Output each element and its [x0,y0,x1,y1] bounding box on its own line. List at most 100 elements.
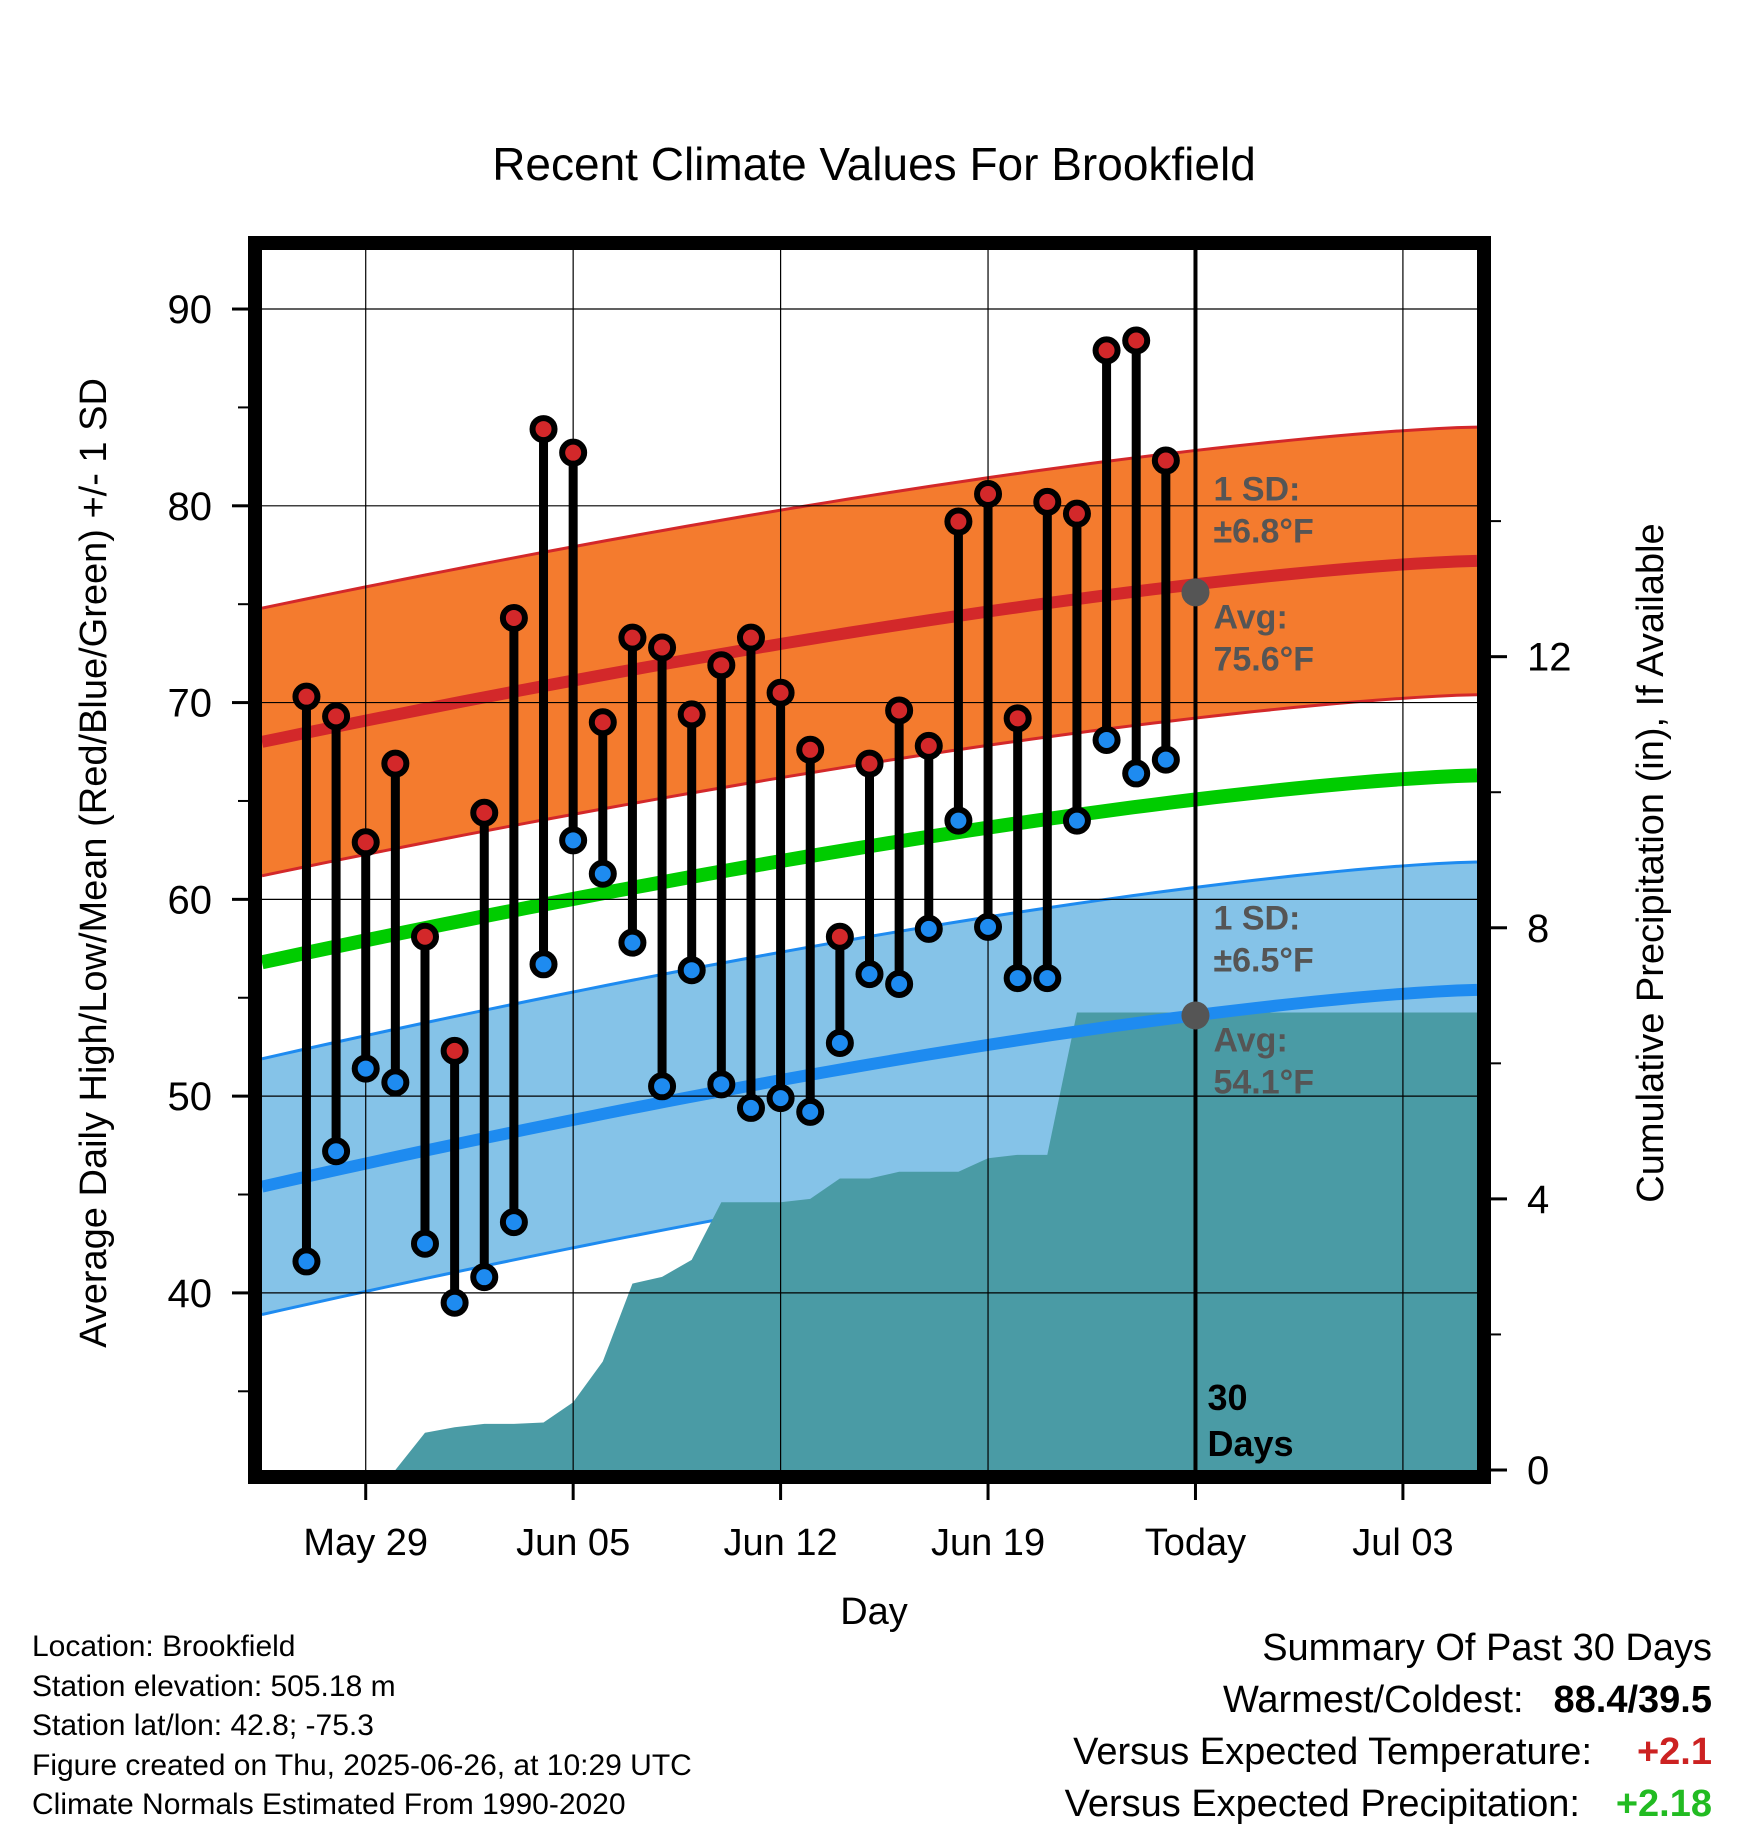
daily-high-marker [559,438,588,467]
daily-low-marker [1122,759,1151,788]
daily-high-marker [292,682,321,711]
chart-title: Recent Climate Values For Brookfield [492,138,1256,190]
today-days-number: 30 [1207,1377,1247,1418]
y-tick-label: 40 [168,1272,213,1316]
summary-precip: Versus Expected Precipitation: +2.18 [1065,1778,1712,1830]
x-tick-label: May 29 [303,1522,428,1564]
daily-high-marker [440,1036,469,1065]
x-axis-label: Day [840,1591,908,1633]
daily-high-marker [381,749,410,778]
daily-low-marker [766,1084,795,1113]
x-tick-label: Jul 03 [1352,1522,1453,1564]
daily-high-marker [1151,446,1180,475]
daily-low-marker [381,1068,410,1097]
daily-high-marker [677,700,706,729]
daily-low-marker [796,1097,825,1126]
high-sd-value: ±6.8°F [1213,513,1313,551]
daily-high-marker [796,735,825,764]
summary-warm-cold: Warmest/Coldest: 88.4/39.5 [1065,1674,1712,1726]
y-tick-label: 80 [168,485,213,529]
plot-content [262,250,1477,1470]
daily-high-marker [588,708,617,737]
warm-cold-label: Warmest/Coldest: [1222,1679,1524,1721]
y2-axis-label: Cumulative Precipitation (in), If Availa… [1630,523,1672,1202]
daily-low-marker [440,1288,469,1317]
daily-low-marker [322,1137,351,1166]
daily-high-marker [736,623,765,652]
daily-low-marker [410,1229,439,1258]
daily-low-marker [1092,725,1121,754]
figure-created: Figure created on Thu, 2025-06-26, at 10… [32,1748,692,1782]
daily-high-marker [470,798,499,827]
x-tick-label: Jun 05 [516,1522,630,1564]
high-sd-label: 1 SD: [1213,471,1300,509]
summary-title: Summary Of Past 30 Days [1262,1627,1712,1669]
daily-low-marker [1003,964,1032,993]
low-avg-label: Avg: [1213,1021,1287,1059]
daily-high-marker [766,678,795,707]
today-low-avg-marker [1181,1001,1210,1030]
daily-low-marker [736,1093,765,1122]
y-tick-label: 90 [168,288,213,332]
daily-high-marker [974,480,1003,508]
daily-low-marker [559,826,588,855]
daily-high-marker [855,749,884,778]
temp-label: Versus Expected Temperature: [1073,1731,1592,1773]
daily-low-marker [618,928,647,957]
x-tick-label: Jun 12 [724,1522,838,1564]
station-location: Location: Brookfield [32,1630,296,1663]
daily-high-marker [944,507,973,536]
daily-high-marker [499,603,528,632]
daily-low-marker [470,1263,499,1292]
high-avg-label: Avg: [1213,598,1287,636]
daily-low-marker [351,1054,380,1083]
daily-high-marker [322,702,351,731]
daily-low-marker [855,960,884,989]
daily-high-marker [707,651,736,680]
daily-low-marker [677,956,706,985]
y2-tick-label: 0 [1527,1449,1549,1493]
daily-high-marker [1062,499,1091,528]
normal-high-line [262,554,1477,748]
daily-high-marker [885,696,914,725]
daily-low-marker [529,950,558,979]
y-tick-label: 50 [168,1075,213,1119]
low-sd-label: 1 SD: [1213,900,1300,938]
summary-temp: Versus Expected Temperature: +2.1 [1065,1726,1712,1778]
daily-low-marker [588,859,617,888]
normal-low-band [262,861,1477,1315]
low-sd-value: ±6.5°F [1213,942,1313,980]
station-info: Location: Brookfield Station elevation: … [32,1627,692,1825]
daily-high-marker [1122,326,1151,355]
station-latlon: Station lat/lon: 42.8; -75.3 [32,1709,374,1742]
precip-value: +2.18 [1615,1783,1712,1825]
y2-tick-label: 12 [1527,636,1572,680]
x-tick-label: Jun 19 [931,1522,1045,1564]
x-tick-label: Today [1145,1522,1246,1564]
daily-low-marker [944,806,973,835]
daily-low-marker [1151,745,1180,774]
normal-high-band-upper [262,425,1477,610]
y-tick-label: 60 [168,878,213,922]
y2-tick-label: 4 [1527,1178,1549,1222]
climate-normals: Climate Normals Estimated From 1990-2020 [32,1788,626,1821]
daily-low-marker [648,1072,677,1101]
y2-tick-label: 8 [1527,907,1549,951]
normal-high-band [262,427,1477,876]
daily-low-marker [885,969,914,998]
daily-low-marker [1062,806,1091,835]
y-axis-label: Average Daily High/Low/Mean (Red/Blue/Gr… [73,378,115,1348]
daily-low-marker [292,1247,321,1276]
low-avg-value: 54.1°F [1213,1063,1314,1101]
daily-low-marker [914,914,943,943]
daily-low-marker [974,912,1003,941]
plot-area: 1 SD: ±6.8°F Avg: 75.6°F 1 SD: ±6.5°F Avg: 54.1… [168,236,1572,1564]
warm-cold-value: 88.4/39.5 [1553,1679,1712,1721]
daily-high-marker [1033,487,1062,516]
today-high-avg-marker [1181,578,1210,607]
y-tick-label: 70 [168,682,213,726]
high-avg-value: 75.6°F [1213,640,1314,678]
station-elevation: Station elevation: 505.18 m [32,1669,396,1703]
daily-low-marker [1033,964,1062,993]
daily-high-marker [618,623,647,652]
